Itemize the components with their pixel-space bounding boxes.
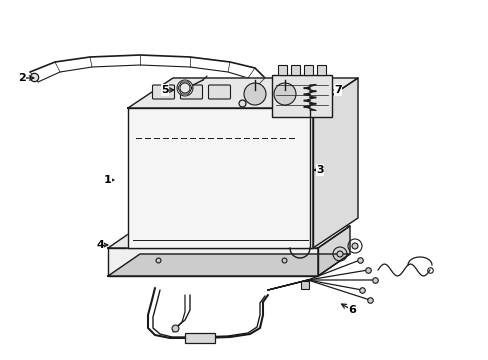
- Circle shape: [177, 80, 193, 96]
- Polygon shape: [108, 254, 349, 276]
- Text: 2: 2: [18, 73, 26, 83]
- Text: 5: 5: [161, 85, 168, 95]
- FancyBboxPatch shape: [180, 85, 202, 99]
- Bar: [304, 65, 312, 75]
- Bar: [271, 75, 331, 117]
- Bar: [184, 333, 215, 343]
- Text: 7: 7: [333, 85, 341, 95]
- Circle shape: [336, 251, 342, 257]
- Bar: [316, 65, 325, 75]
- Circle shape: [244, 83, 265, 105]
- Text: 6: 6: [347, 305, 355, 315]
- Circle shape: [273, 83, 295, 105]
- Bar: [278, 65, 286, 75]
- Polygon shape: [128, 78, 357, 108]
- Polygon shape: [312, 78, 357, 248]
- FancyBboxPatch shape: [208, 85, 230, 99]
- Text: 4: 4: [96, 240, 104, 250]
- Circle shape: [180, 83, 190, 93]
- Bar: [290, 65, 299, 75]
- Polygon shape: [108, 248, 317, 276]
- Text: 3: 3: [316, 165, 323, 175]
- Text: 1: 1: [104, 175, 112, 185]
- Circle shape: [351, 243, 357, 249]
- FancyBboxPatch shape: [152, 85, 174, 99]
- Polygon shape: [317, 226, 349, 276]
- Polygon shape: [108, 226, 349, 248]
- Polygon shape: [128, 108, 312, 248]
